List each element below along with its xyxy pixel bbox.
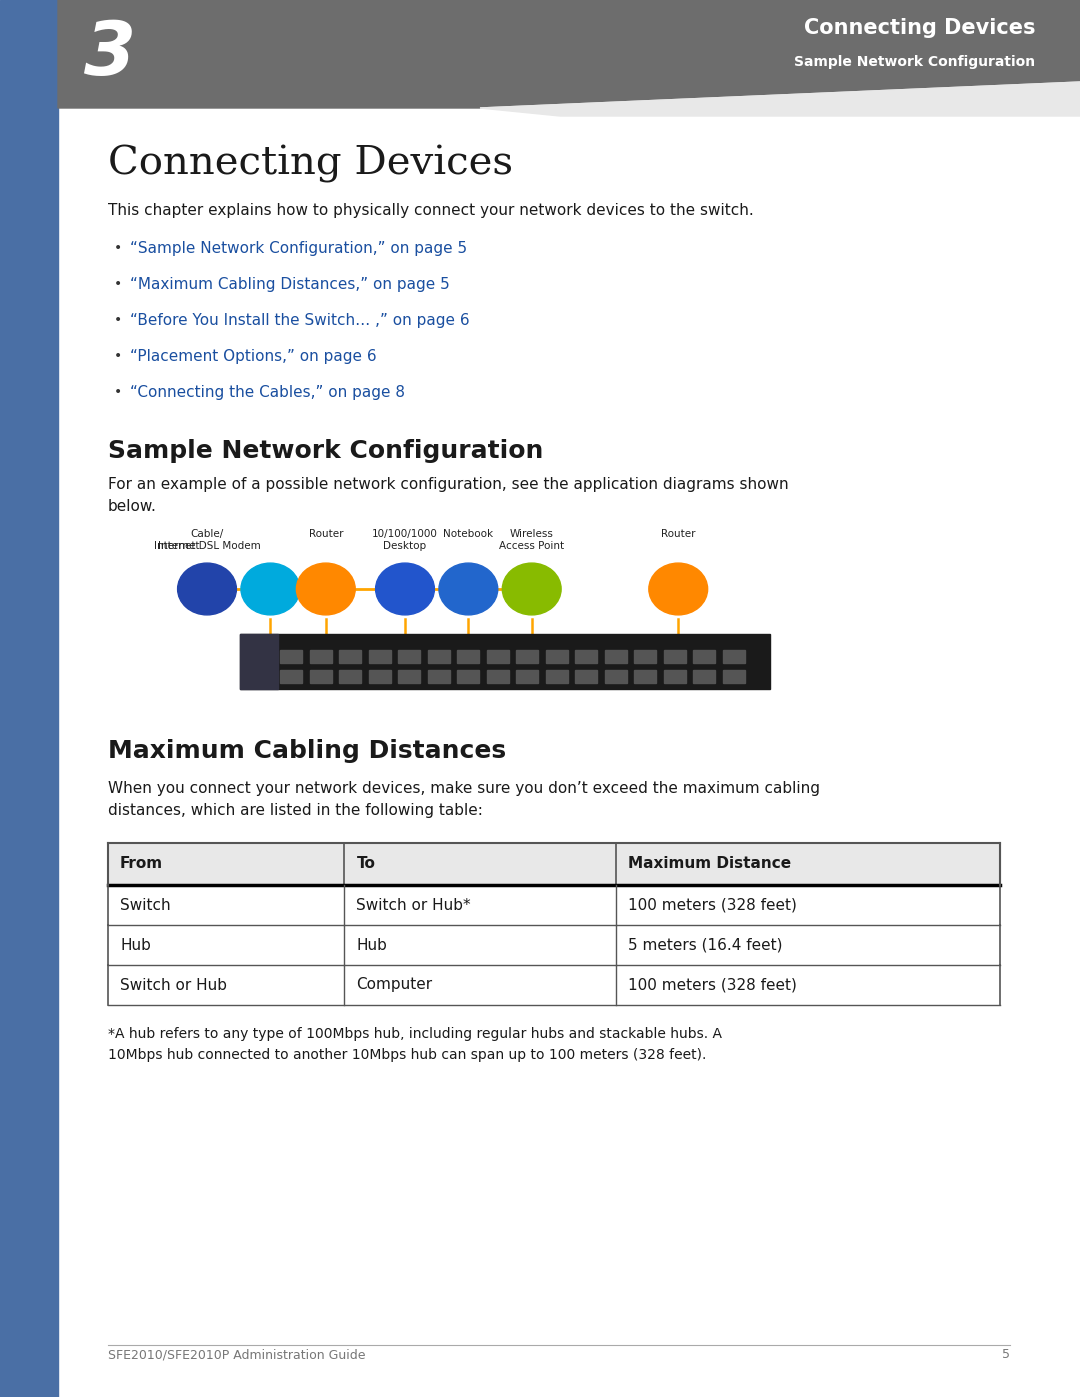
Bar: [368, 650, 391, 664]
Bar: [0, 0, 58, 1397]
Ellipse shape: [438, 563, 498, 615]
Bar: [310, 671, 332, 683]
Text: “Placement Options,” on page 6: “Placement Options,” on page 6: [130, 349, 377, 365]
Bar: [723, 671, 744, 683]
Text: 5: 5: [1002, 1348, 1010, 1362]
Text: Desktop: Desktop: [383, 541, 427, 550]
Bar: [399, 671, 420, 683]
Bar: [280, 650, 302, 664]
Bar: [605, 650, 626, 664]
Text: “Maximum Cabling Distances,” on page 5: “Maximum Cabling Distances,” on page 5: [130, 277, 449, 292]
Text: For an example of a possible network configuration, see the application diagrams: For an example of a possible network con…: [108, 476, 788, 514]
Bar: [108, 925, 1000, 965]
Bar: [605, 671, 626, 683]
Text: Hub: Hub: [120, 937, 151, 953]
Text: Router: Router: [661, 529, 696, 539]
Text: Switch or Hub*: Switch or Hub*: [356, 897, 471, 912]
Text: Switch: Switch: [120, 897, 171, 912]
Text: Hub: Hub: [356, 937, 388, 953]
Bar: [575, 650, 597, 664]
Text: Cable/: Cable/: [190, 529, 224, 539]
Ellipse shape: [241, 563, 300, 615]
Bar: [486, 650, 509, 664]
Text: Maximum Cabling Distances: Maximum Cabling Distances: [108, 739, 507, 763]
Text: 3: 3: [84, 18, 136, 91]
Text: •: •: [114, 242, 122, 256]
Text: “Before You Install the Switch… ,” on page 6: “Before You Install the Switch… ,” on pa…: [130, 313, 470, 328]
Ellipse shape: [502, 563, 562, 615]
Bar: [663, 671, 686, 683]
Bar: [399, 650, 420, 664]
Text: Notebook: Notebook: [443, 529, 494, 539]
Text: Internet DSL Modem: Internet DSL Modem: [153, 541, 260, 550]
Text: Internet: Internet: [159, 541, 200, 550]
Bar: [723, 650, 744, 664]
Text: Connecting Devices: Connecting Devices: [804, 18, 1035, 38]
Bar: [486, 671, 509, 683]
Text: “Connecting the Cables,” on page 8: “Connecting the Cables,” on page 8: [130, 386, 405, 400]
Polygon shape: [480, 82, 1080, 116]
Bar: [634, 650, 656, 664]
Text: Access Point: Access Point: [499, 541, 564, 550]
Bar: [339, 650, 361, 664]
Bar: [339, 671, 361, 683]
Bar: [516, 650, 538, 664]
Text: When you connect your network devices, make sure you don’t exceed the maximum ca: When you connect your network devices, m…: [108, 781, 820, 819]
Text: Sample Network Configuration: Sample Network Configuration: [794, 54, 1035, 68]
Text: Sample Network Configuration: Sample Network Configuration: [108, 439, 543, 462]
Bar: [108, 886, 1000, 925]
Bar: [310, 650, 332, 664]
Bar: [428, 650, 449, 664]
Text: *A hub refers to any type of 100Mbps hub, including regular hubs and stackable h: *A hub refers to any type of 100Mbps hub…: [108, 1027, 723, 1062]
Text: Switch or Hub: Switch or Hub: [120, 978, 227, 992]
Text: 10/100/1000: 10/100/1000: [373, 529, 437, 539]
Text: Connecting Devices: Connecting Devices: [108, 145, 513, 183]
Bar: [457, 650, 480, 664]
Bar: [428, 671, 449, 683]
Text: 100 meters (328 feet): 100 meters (328 feet): [629, 897, 797, 912]
Text: SFE2010/SFE2010P Administration Guide: SFE2010/SFE2010P Administration Guide: [108, 1348, 365, 1362]
Ellipse shape: [177, 563, 237, 615]
Text: Maximum Distance: Maximum Distance: [629, 856, 792, 872]
Bar: [545, 671, 567, 683]
Bar: [516, 671, 538, 683]
Ellipse shape: [649, 563, 707, 615]
Text: •: •: [114, 313, 122, 327]
Ellipse shape: [376, 563, 434, 615]
Text: From: From: [120, 856, 163, 872]
Bar: [368, 671, 391, 683]
Bar: [457, 671, 480, 683]
Text: 100 meters (328 feet): 100 meters (328 feet): [629, 978, 797, 992]
Text: This chapter explains how to physically connect your network devices to the swit: This chapter explains how to physically …: [108, 203, 754, 218]
Polygon shape: [480, 82, 1080, 108]
Bar: [693, 671, 715, 683]
Bar: [575, 671, 597, 683]
Ellipse shape: [296, 563, 355, 615]
Text: •: •: [114, 386, 122, 400]
Bar: [545, 650, 567, 664]
Bar: [663, 650, 686, 664]
Text: Wireless: Wireless: [510, 529, 554, 539]
Bar: [634, 671, 656, 683]
Polygon shape: [58, 0, 1080, 108]
Text: •: •: [114, 349, 122, 363]
Bar: [108, 842, 1000, 886]
Text: •: •: [114, 277, 122, 291]
Bar: [240, 634, 278, 689]
Text: To: To: [356, 856, 375, 872]
Text: 5 meters (16.4 feet): 5 meters (16.4 feet): [629, 937, 783, 953]
Bar: [693, 650, 715, 664]
Bar: [108, 965, 1000, 1004]
Bar: [280, 671, 302, 683]
Text: Computer: Computer: [356, 978, 432, 992]
Text: Router: Router: [309, 529, 343, 539]
Bar: [240, 634, 770, 689]
Text: “Sample Network Configuration,” on page 5: “Sample Network Configuration,” on page …: [130, 242, 468, 256]
